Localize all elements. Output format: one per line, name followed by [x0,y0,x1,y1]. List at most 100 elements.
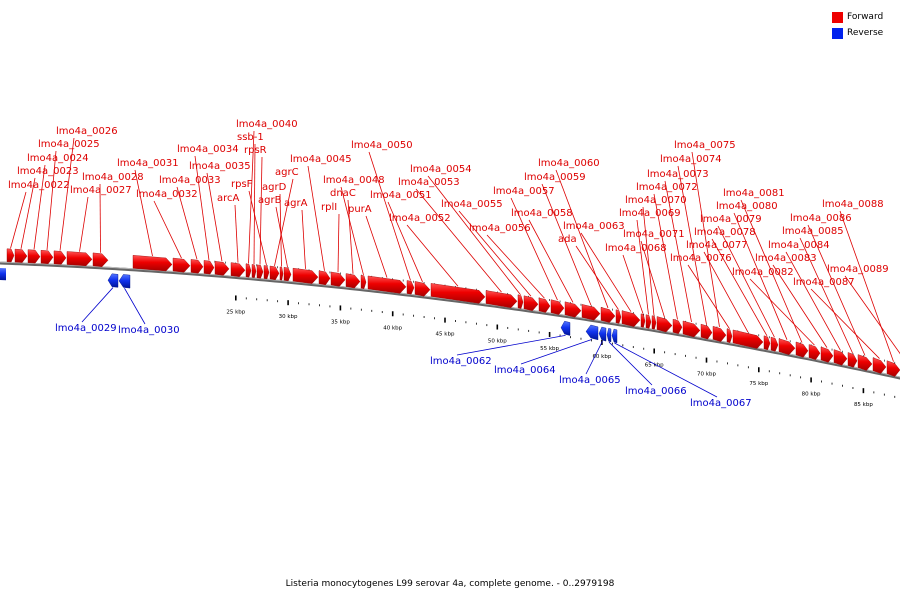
forward-gene-label[interactable]: lmo4a_0081 [723,188,785,199]
forward-gene-lmo4a_0084[interactable] [833,349,848,366]
forward-gene-lmo4a_0024[interactable] [27,249,41,264]
forward-gene-lmo4a_0063[interactable] [621,310,641,327]
forward-gene-label[interactable]: lmo4a_0053 [398,177,460,188]
reverse-gene-lmo4a_0064[interactable] [585,324,599,341]
forward-gene-label[interactable]: lmo4a_0057 [493,186,555,197]
forward-gene-lmo4a_0076[interactable] [726,328,733,343]
reverse-gene-label[interactable]: lmo4a_0030 [118,325,180,336]
forward-gene-label[interactable]: lmo4a_0075 [674,140,736,151]
forward-gene-agrC[interactable] [269,265,280,281]
forward-gene-label[interactable]: lmo4a_0088 [822,199,884,210]
forward-gene-lmo4a_0054[interactable] [517,294,524,309]
forward-gene-label[interactable]: ada [558,234,577,245]
forward-gene-label[interactable]: lmo4a_0032 [136,189,198,200]
forward-gene-label[interactable]: lmo4a_0033 [159,175,221,186]
forward-gene-lmo4a_0075[interactable] [712,326,727,342]
forward-gene-lmo4a_0027[interactable] [66,251,93,267]
forward-gene-lmo4a_0083[interactable] [820,346,834,363]
forward-gene-lmo4a_0022[interactable] [6,248,15,263]
forward-gene-rpsR[interactable] [256,264,264,279]
forward-gene-label[interactable]: lmo4a_0040 [236,119,298,130]
forward-gene-lmo4a_0053[interactable] [485,290,518,308]
forward-gene-label[interactable]: lmo4a_0085 [782,226,844,237]
forward-gene-label[interactable]: lmo4a_0058 [511,208,573,219]
forward-gene-label[interactable]: lmo4a_0025 [38,139,100,150]
forward-gene-label[interactable]: lmo4a_0023 [17,166,79,177]
reverse-gene-lmo4a_0065[interactable] [598,326,607,342]
forward-gene-arcA[interactable] [230,262,246,277]
forward-gene-label[interactable]: purA [348,204,372,215]
forward-gene-lmo4a_0087[interactable] [872,357,887,374]
forward-gene-label[interactable]: lmo4a_0028 [82,172,144,183]
forward-gene-ssb-1[interactable] [251,264,257,278]
forward-gene-label[interactable]: agrB [258,195,282,206]
forward-gene-lmo4a_0070[interactable] [651,315,657,330]
forward-gene-lmo4a_0059[interactable] [581,304,601,321]
forward-gene-label[interactable]: lmo4a_0082 [732,267,794,278]
forward-gene-lmo4a_0056[interactable] [538,297,551,313]
forward-gene-label[interactable]: lmo4a_0083 [755,253,817,264]
forward-gene-label[interactable]: lmo4a_0070 [625,195,687,206]
forward-gene-label[interactable]: lmo4a_0063 [563,221,625,232]
reverse-gene-label[interactable]: lmo4a_0067 [690,398,752,409]
forward-gene-lmo4a_0074[interactable] [700,323,713,340]
forward-gene-label[interactable]: lmo4a_0024 [27,153,89,164]
forward-gene-agrB[interactable] [283,267,292,282]
forward-gene-lmo4a_0045[interactable] [318,270,331,286]
forward-gene-lmo4a_0050[interactable] [406,280,415,295]
forward-gene-agrD[interactable] [279,266,284,281]
forward-gene-label[interactable]: lmo4a_0027 [70,185,132,196]
forward-gene-label[interactable]: lmo4a_0077 [686,240,748,251]
forward-gene-label[interactable]: arcA [217,193,240,204]
forward-gene-label[interactable]: lmo4a_0079 [700,214,762,225]
forward-gene-lmo4a_0068[interactable] [640,313,646,328]
forward-gene-label[interactable]: lmo4a_0050 [351,140,413,151]
forward-gene-label[interactable]: lmo4a_0026 [56,126,118,137]
forward-gene-label[interactable]: lmo4a_0052 [389,213,451,224]
forward-gene-label[interactable]: lmo4a_0068 [605,243,667,254]
forward-gene-label[interactable]: lmo4a_0048 [323,175,385,186]
reverse-gene-label[interactable]: lmo4a_0065 [559,375,621,386]
forward-gene-label[interactable]: rplI [321,202,337,213]
forward-gene-label[interactable]: lmo4a_0073 [647,169,709,180]
forward-gene-label[interactable]: lmo4a_0072 [636,182,698,193]
forward-gene-label[interactable]: lmo4a_0060 [538,158,600,169]
reverse-gene-lmo4a_0029[interactable] [107,273,119,288]
forward-gene-ada[interactable] [615,309,622,324]
forward-gene-lmo4a_0077[interactable] [732,329,764,349]
forward-gene-label[interactable]: lmo4a_0031 [117,158,179,169]
reverse-gene-lmo4a_0030[interactable] [118,274,131,289]
forward-gene-dnaC[interactable] [345,273,361,289]
forward-gene-label[interactable]: lmo4a_0071 [623,229,685,240]
forward-gene-lmo4a_0040[interactable] [245,263,252,278]
reverse-gene-lmo4a_0066[interactable] [606,328,612,343]
forward-gene-lmo4a_0023[interactable] [14,248,28,263]
forward-gene-lmo4a_0078[interactable] [763,335,771,351]
forward-gene-label[interactable]: lmo4a_0084 [768,240,830,251]
forward-gene-label[interactable]: lmo4a_0045 [290,154,352,165]
forward-gene-label[interactable]: ssb-1 [237,132,264,143]
forward-gene-label[interactable]: lmo4a_0076 [670,253,732,264]
forward-gene-label[interactable]: lmo4a_0074 [660,154,722,165]
forward-gene-label[interactable]: lmo4a_0080 [716,201,778,212]
forward-gene-lmo4a_0088[interactable] [886,360,900,377]
forward-gene-lmo4a_0035[interactable] [214,261,230,276]
reverse-gene-lmo4a_0062[interactable] [560,320,571,336]
forward-gene-label[interactable]: lmo4a_0086 [790,213,852,224]
forward-gene-lmo4a_0034[interactable] [203,260,215,275]
reverse-gene-label[interactable]: lmo4a_0029 [55,323,117,334]
forward-gene-label[interactable]: lmo4a_0055 [441,199,503,210]
forward-gene-lmo4a_0082[interactable] [808,344,821,360]
forward-gene-agrA[interactable] [292,267,319,284]
forward-gene-lmo4a_0079[interactable] [770,336,779,352]
forward-gene-lmo4a_0071[interactable] [656,316,673,333]
forward-gene-lmo4a_0069[interactable] [645,314,652,329]
forward-gene-label[interactable]: lmo4a_0051 [370,190,432,201]
forward-gene-lmo4a_0032[interactable] [172,257,191,273]
forward-gene-label[interactable]: lmo4a_0022 [8,180,70,191]
forward-gene-label[interactable]: agrC [275,167,299,178]
forward-gene-label[interactable]: lmo4a_0059 [524,172,586,183]
forward-gene-label[interactable]: lmo4a_0089 [827,264,889,275]
forward-gene-label[interactable]: agrD [262,182,287,193]
forward-gene-label[interactable]: agrA [284,198,308,209]
